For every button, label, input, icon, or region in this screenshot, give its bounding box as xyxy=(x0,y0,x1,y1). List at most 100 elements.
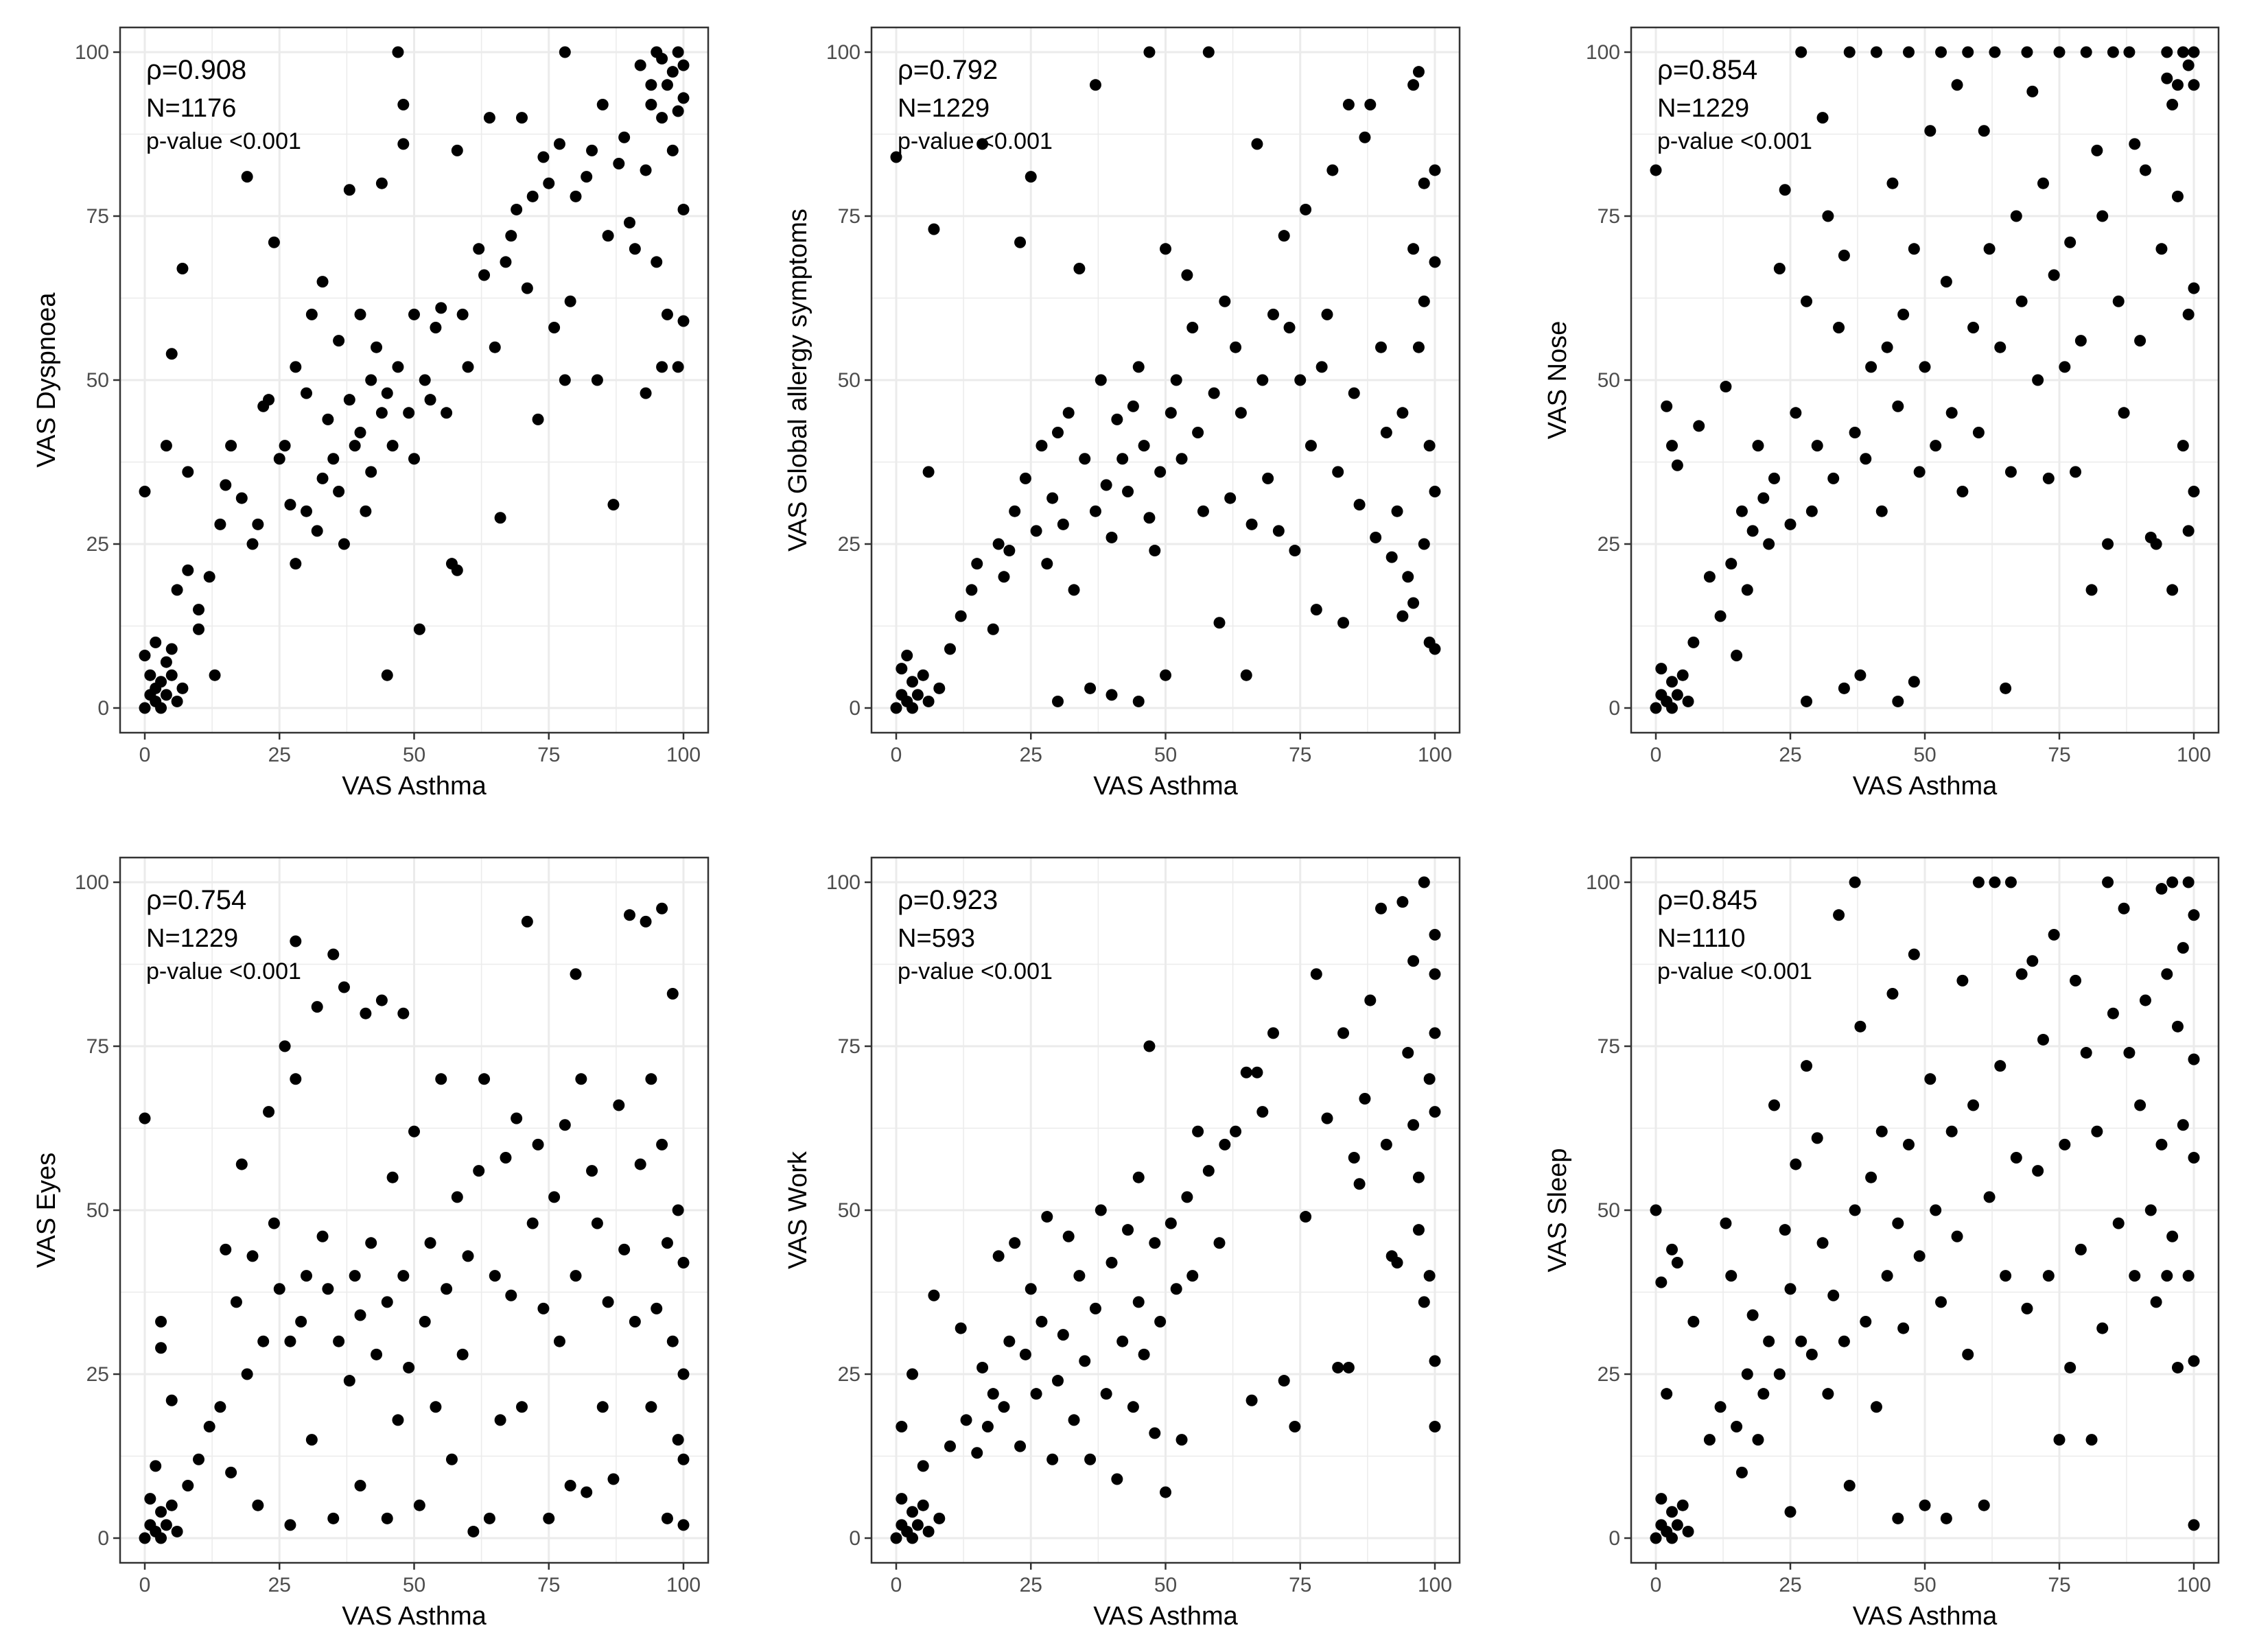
data-point xyxy=(944,1440,956,1452)
data-point xyxy=(634,59,646,71)
data-point xyxy=(1084,1453,1097,1465)
data-point xyxy=(1245,518,1258,530)
data-point xyxy=(441,407,453,419)
data-point xyxy=(1175,1434,1188,1446)
data-point xyxy=(537,151,550,163)
data-point xyxy=(1423,1073,1436,1085)
data-point xyxy=(1849,1204,1861,1216)
data-point xyxy=(516,112,528,124)
data-point xyxy=(403,407,415,419)
data-point xyxy=(1025,1283,1037,1295)
data-point xyxy=(1052,1375,1064,1387)
data-point xyxy=(570,1270,582,1282)
data-point xyxy=(150,682,162,694)
data-point xyxy=(1062,1230,1075,1242)
x-tick-label: 50 xyxy=(403,744,425,766)
data-point xyxy=(1272,525,1285,537)
data-point xyxy=(1149,1427,1161,1439)
data-point xyxy=(911,1519,924,1531)
data-point xyxy=(327,1512,340,1524)
data-point xyxy=(917,1460,929,1472)
data-point xyxy=(1897,308,1910,320)
data-point xyxy=(1370,531,1382,543)
data-point xyxy=(1735,505,1748,517)
data-point xyxy=(1170,1283,1182,1295)
data-point xyxy=(2177,942,2189,954)
data-point xyxy=(193,623,204,635)
data-point xyxy=(2037,177,2049,189)
y-tick-label: 50 xyxy=(86,1199,109,1222)
data-point xyxy=(505,1289,517,1301)
data-point xyxy=(182,466,194,478)
data-point xyxy=(1822,1388,1834,1400)
data-point xyxy=(2053,46,2066,58)
data-point xyxy=(203,1420,215,1432)
data-point xyxy=(1768,472,1780,484)
data-point xyxy=(1143,512,1156,524)
data-point xyxy=(500,256,512,268)
data-point xyxy=(1843,1480,1856,1492)
data-point xyxy=(489,341,501,353)
data-point xyxy=(1342,1361,1355,1373)
data-point xyxy=(1763,1335,1775,1347)
data-point xyxy=(677,1368,690,1380)
data-point xyxy=(1240,1066,1252,1078)
n-annotation: N=593 xyxy=(898,924,975,953)
data-point xyxy=(640,164,652,176)
data-point xyxy=(2188,79,2200,91)
data-point xyxy=(607,1473,620,1485)
data-point xyxy=(1149,545,1161,557)
data-point xyxy=(1213,617,1226,629)
data-point xyxy=(316,276,329,288)
rho-annotation: ρ=0.854 xyxy=(1657,55,1757,85)
data-point xyxy=(2085,1434,2098,1446)
data-point xyxy=(1337,617,1350,629)
data-point xyxy=(2182,59,2195,71)
data-point xyxy=(478,269,491,281)
x-tick-label: 100 xyxy=(2177,1574,2211,1596)
data-point xyxy=(2112,1217,2125,1229)
p-value-annotation: p-value <0.001 xyxy=(1657,128,1812,154)
data-point xyxy=(2155,1138,2168,1150)
data-point xyxy=(1682,695,1694,707)
data-point xyxy=(375,407,388,419)
data-point xyxy=(295,1316,307,1328)
data-point xyxy=(386,440,399,452)
data-point xyxy=(338,538,350,550)
data-point xyxy=(2026,955,2039,967)
data-point xyxy=(1380,426,1392,438)
data-point xyxy=(301,505,312,517)
data-point xyxy=(1100,479,1112,491)
data-point xyxy=(2182,525,2195,537)
x-tick-label: 0 xyxy=(139,1574,151,1596)
data-point xyxy=(1746,1309,1759,1321)
data-point xyxy=(1956,486,1969,498)
data-point xyxy=(1132,1171,1145,1183)
data-point xyxy=(1671,459,1683,471)
data-point xyxy=(656,902,668,914)
data-point xyxy=(1283,322,1296,334)
data-point xyxy=(408,308,420,320)
data-point xyxy=(666,1335,679,1347)
data-point xyxy=(1073,1270,1086,1282)
data-point xyxy=(1790,407,1802,419)
data-point xyxy=(640,387,652,399)
data-point xyxy=(252,1499,264,1511)
data-point xyxy=(521,282,533,294)
x-tick-label: 25 xyxy=(1020,1574,1042,1596)
data-point xyxy=(1057,518,1069,530)
data-point xyxy=(284,1519,296,1531)
data-point xyxy=(2010,1152,2022,1164)
data-point xyxy=(1160,243,1171,255)
data-point xyxy=(2144,1204,2157,1216)
data-point xyxy=(1089,79,1101,91)
data-point xyxy=(1892,695,1904,707)
data-point xyxy=(1353,499,1366,511)
data-point xyxy=(2188,1053,2200,1065)
data-point xyxy=(2042,1270,2055,1282)
data-point xyxy=(634,1158,646,1170)
data-point xyxy=(1251,138,1263,150)
data-point xyxy=(1230,1125,1242,1137)
data-point xyxy=(155,702,167,714)
